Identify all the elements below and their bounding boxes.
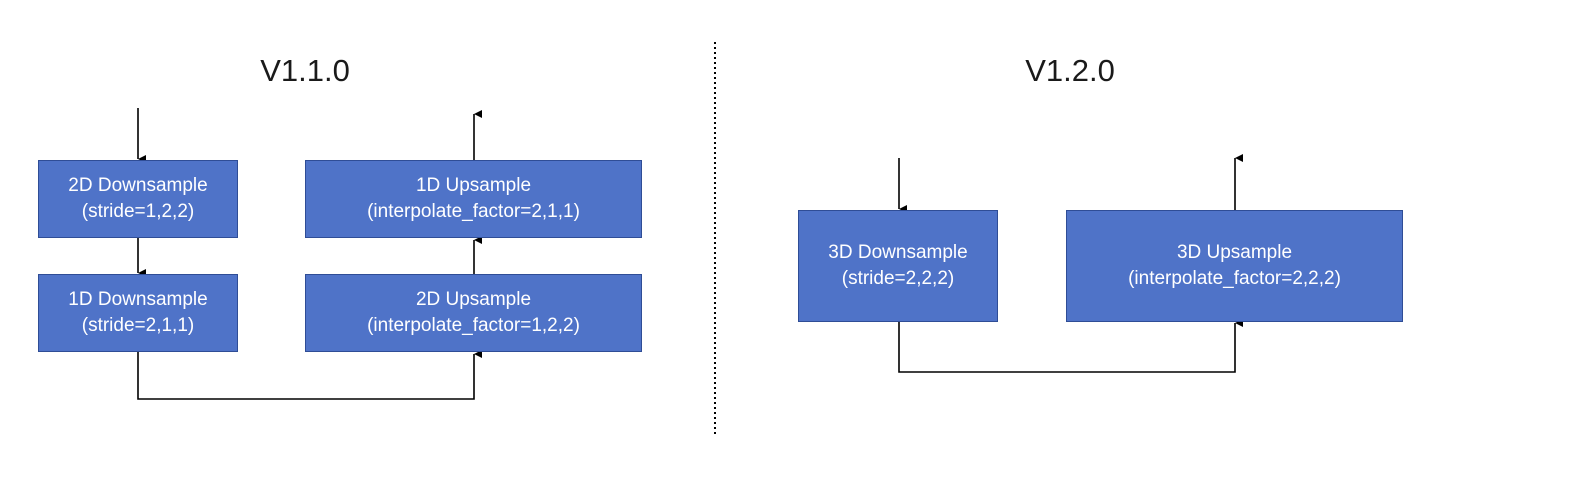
downsample-1d-param: (stride=2,1,1)	[81, 315, 195, 336]
upsample-3d-label: 3D Upsample	[1176, 242, 1293, 264]
skip-connection-left	[137, 350, 482, 400]
upsample-1d-param: (interpolate_factor=2,1,1)	[367, 201, 580, 222]
upsample-2d-param: (interpolate_factor=1,2,2)	[367, 315, 580, 336]
downsample-2d-label: 2D Downsample	[68, 175, 208, 197]
upsample-1d-box: 1D Upsample (interpolate_factor=2,1,1)	[305, 160, 642, 238]
v120-title: V1.2.0	[1025, 53, 1115, 88]
upsample-3d-param: (interpolate_factor=2,2,2)	[1128, 268, 1341, 289]
upsample-2d-box: 2D Upsample (interpolate_factor=1,2,2)	[305, 274, 642, 352]
downsample-1d-box: 1D Downsample (stride=2,1,1)	[38, 274, 238, 352]
downsample-3d-box: 3D Downsample (stride=2,2,2)	[798, 210, 998, 322]
downsample-3d-param: (stride=2,2,2)	[841, 268, 955, 289]
upsample-3d-box: 3D Upsample (interpolate_factor=2,2,2)	[1066, 210, 1403, 322]
upsample-1d-label: 1D Upsample	[415, 175, 532, 197]
downsample-3d-label: 3D Downsample	[828, 242, 968, 264]
v110-title: V1.1.0	[260, 53, 350, 88]
downsample-2d-box: 2D Downsample (stride=1,2,2)	[38, 160, 238, 238]
downsample-1d-label: 1D Downsample	[68, 289, 208, 311]
skip-connection-right	[898, 319, 1243, 373]
upsample-2d-label: 2D Upsample	[415, 289, 532, 311]
downsample-2d-param: (stride=1,2,2)	[81, 201, 195, 222]
